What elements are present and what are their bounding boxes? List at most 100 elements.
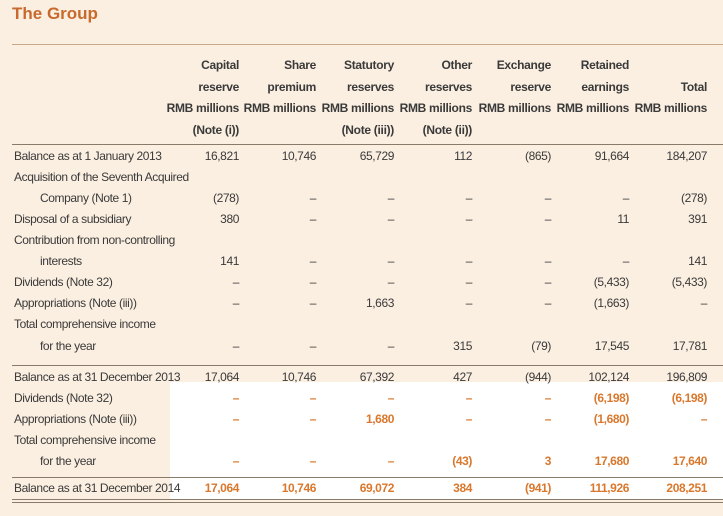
cell-value: 102,124 <box>588 370 629 384</box>
cell-value: (5,433) <box>593 275 630 289</box>
cell-value: – <box>465 296 473 310</box>
cell-value: – <box>465 275 473 289</box>
header-divider <box>12 144 723 145</box>
cell-value: 112 <box>454 149 472 163</box>
cell-value: 17,680 <box>594 454 630 468</box>
row-label: Appropriations (Note (iii)) <box>14 296 137 310</box>
row-label: interests <box>40 254 82 268</box>
cell-value: – <box>387 339 395 353</box>
divider-2013 <box>12 365 723 366</box>
cell-value: 141 <box>220 254 239 268</box>
cell-value: – <box>309 391 317 405</box>
cell-value: 17,545 <box>594 339 630 353</box>
cell-value: (941) <box>524 481 551 495</box>
cell-value: – <box>232 391 240 405</box>
cell-value: (1,680) <box>593 412 630 426</box>
cell-value: – <box>387 254 395 268</box>
cell-value: 208,251 <box>666 481 707 495</box>
cell-value: (79) <box>531 339 551 353</box>
cell-value: – <box>232 296 240 310</box>
cell-value: – <box>465 412 473 426</box>
cell-value: (6,198) <box>593 391 630 405</box>
row-label: Dividends (Note 32) <box>14 391 113 405</box>
cell-value: 11 <box>617 212 629 226</box>
cell-value: – <box>309 254 317 268</box>
top-divider <box>12 44 723 45</box>
cell-value: 10,746 <box>281 370 317 384</box>
cell-value: – <box>232 275 240 289</box>
cell-value: – <box>309 454 317 468</box>
table-row: Appropriations (Note (iii)) – – 1,663 – – (1,6… <box>0 293 723 314</box>
cell-value: (865) <box>524 149 551 163</box>
table-row: Balance as at 31 December 2014 17,064 10,7… <box>0 478 723 499</box>
cell-value: – <box>309 191 317 205</box>
header-exchange-reserve: Exchange reserve RMB millions <box>478 58 552 115</box>
cell-value: – <box>309 275 317 289</box>
cell-value: 65,729 <box>359 149 395 163</box>
header-share-premium: Share premium RMB millions <box>243 58 317 115</box>
row-label: Total comprehensive income <box>14 433 156 447</box>
table-row: Company (Note 1) (278) – – – – – (278) <box>0 188 723 209</box>
cell-value: (1,663) <box>593 296 630 310</box>
row-label: Total comprehensive income <box>14 317 156 331</box>
cell-value: – <box>309 212 317 226</box>
row-label: Balance as at 31 December 2013 <box>14 370 181 384</box>
row-label: Disposal of a subsidiary <box>14 212 132 226</box>
cell-value: 16,821 <box>204 149 240 163</box>
row-label: Balance as at 31 December 2014 <box>14 481 181 495</box>
cell-value: – <box>309 339 317 353</box>
table-row: Total comprehensive income <box>0 314 723 335</box>
cell-value: (6,198) <box>671 391 708 405</box>
cell-value: – <box>387 212 395 226</box>
cell-value: – <box>544 275 552 289</box>
cell-value: (278) <box>680 191 707 205</box>
cell-value: 196,809 <box>666 370 707 384</box>
row-label: Contribution from non-controlling <box>14 233 175 247</box>
cell-value: – <box>309 296 317 310</box>
page-title: The Group <box>12 4 98 23</box>
cell-value: – <box>465 254 473 268</box>
cell-value: 1,680 <box>365 412 394 426</box>
cell-value: 69,072 <box>359 481 395 495</box>
cell-value: (278) <box>212 191 239 205</box>
row-label: Appropriations (Note (iii)) <box>14 412 137 426</box>
cell-value: – <box>700 412 708 426</box>
cell-value: (43) <box>452 454 472 468</box>
row-label: Dividends (Note 32) <box>14 275 113 289</box>
table-row: Disposal of a subsidiary 380 – – – – 11 391 <box>0 209 723 230</box>
cell-value: – <box>544 391 552 405</box>
cell-value: – <box>309 412 317 426</box>
cell-value: 10,746 <box>281 481 317 495</box>
cell-value: 315 <box>453 339 472 353</box>
row-label: Balance as at 1 January 2013 <box>14 149 162 163</box>
cell-value: (944) <box>524 370 551 384</box>
cell-value: 184,207 <box>666 149 707 163</box>
cell-value: – <box>544 212 552 226</box>
cell-value: – <box>387 191 395 205</box>
cell-value: – <box>465 191 473 205</box>
table-row: Balance as at 31 December 2013 17,064 10,7… <box>0 367 723 388</box>
cell-value: 3 <box>544 454 552 468</box>
cell-value: 67,392 <box>359 370 395 384</box>
row-label: Acquisition of the Seventh Acquired <box>14 170 189 184</box>
cell-value: 17,640 <box>672 454 708 468</box>
cell-value: – <box>544 254 552 268</box>
cell-value: – <box>387 275 395 289</box>
cell-value: – <box>387 391 395 405</box>
table-row: interests 141 – – – – – 141 <box>0 251 723 272</box>
row-label: Company (Note 1) <box>40 191 132 205</box>
cell-value: – <box>544 296 552 310</box>
header-retained-earnings: Retained earnings RMB millions <box>556 58 630 115</box>
header-statutory-reserves: Statutory reserves RMB millions (Note (iii)… <box>321 58 395 137</box>
table-row: Balance as at 1 January 2013 16,821 10,746… <box>0 146 723 167</box>
divider-2014 <box>12 477 723 478</box>
row-label: for the year <box>40 339 96 353</box>
header-other-reserves: Other reserves RMB millions (Note (ii)) <box>399 58 473 137</box>
cell-value: – <box>465 212 473 226</box>
row-label: for the year <box>40 454 96 468</box>
cell-value: 380 <box>220 212 239 226</box>
cell-value: – <box>387 454 395 468</box>
table-row: for the year – – – (43) 3 17,680 17,640 <box>0 451 723 472</box>
cell-value: – <box>544 412 552 426</box>
cell-value: – <box>465 391 473 405</box>
